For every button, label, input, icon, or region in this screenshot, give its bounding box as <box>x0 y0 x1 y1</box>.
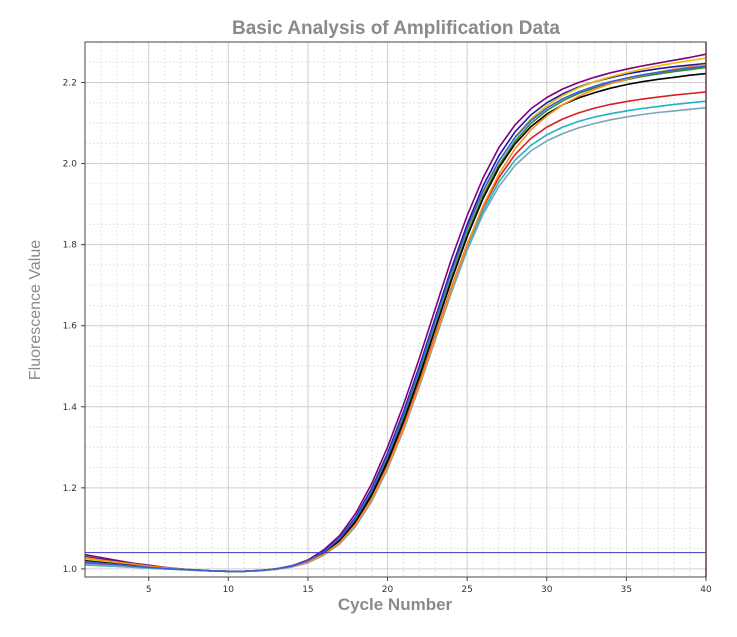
y-tick-label: 1.6 <box>63 322 78 332</box>
x-tick-label: 30 <box>541 585 553 595</box>
series-group <box>84 53 707 573</box>
x-tick-label: 10 <box>223 585 235 595</box>
x-tick-label: 40 <box>700 585 712 595</box>
x-tick-label: 15 <box>302 585 313 595</box>
series-line-6 <box>84 72 707 573</box>
series-line-2 <box>84 62 707 573</box>
series-line-9 <box>84 63 707 573</box>
plot-area-frame <box>84 41 707 578</box>
series-line-1 <box>84 53 707 573</box>
y-tick-label: 1.8 <box>63 241 78 251</box>
y-tick-label: 2.0 <box>63 160 78 170</box>
x-axis-label: Cycle Number <box>338 595 453 614</box>
y-tick-label: 1.4 <box>63 403 78 413</box>
grid <box>84 41 707 577</box>
x-tick-label: 20 <box>382 585 394 595</box>
x-tick-label: 25 <box>461 585 472 595</box>
y-axis-label: Fluorescence Value <box>27 240 44 380</box>
series-line-8 <box>84 106 707 573</box>
series-line-7 <box>84 100 707 573</box>
y-tick-label: 1.2 <box>63 484 77 494</box>
axis-ticks: 5 10 15 20 25 30 35 40 1.0 1.2 1.4 1.6 1.8 2.0 2.2 <box>63 79 712 595</box>
x-tick-label: 35 <box>621 585 632 595</box>
chart-title: Basic Analysis of Amplification Data <box>232 18 560 39</box>
y-tick-label: 2.2 <box>63 79 77 89</box>
series-line-3 <box>84 57 707 573</box>
x-tick-label: 5 <box>146 585 152 595</box>
y-tick-label: 1.0 <box>63 565 78 575</box>
series-line-10 <box>84 65 707 573</box>
